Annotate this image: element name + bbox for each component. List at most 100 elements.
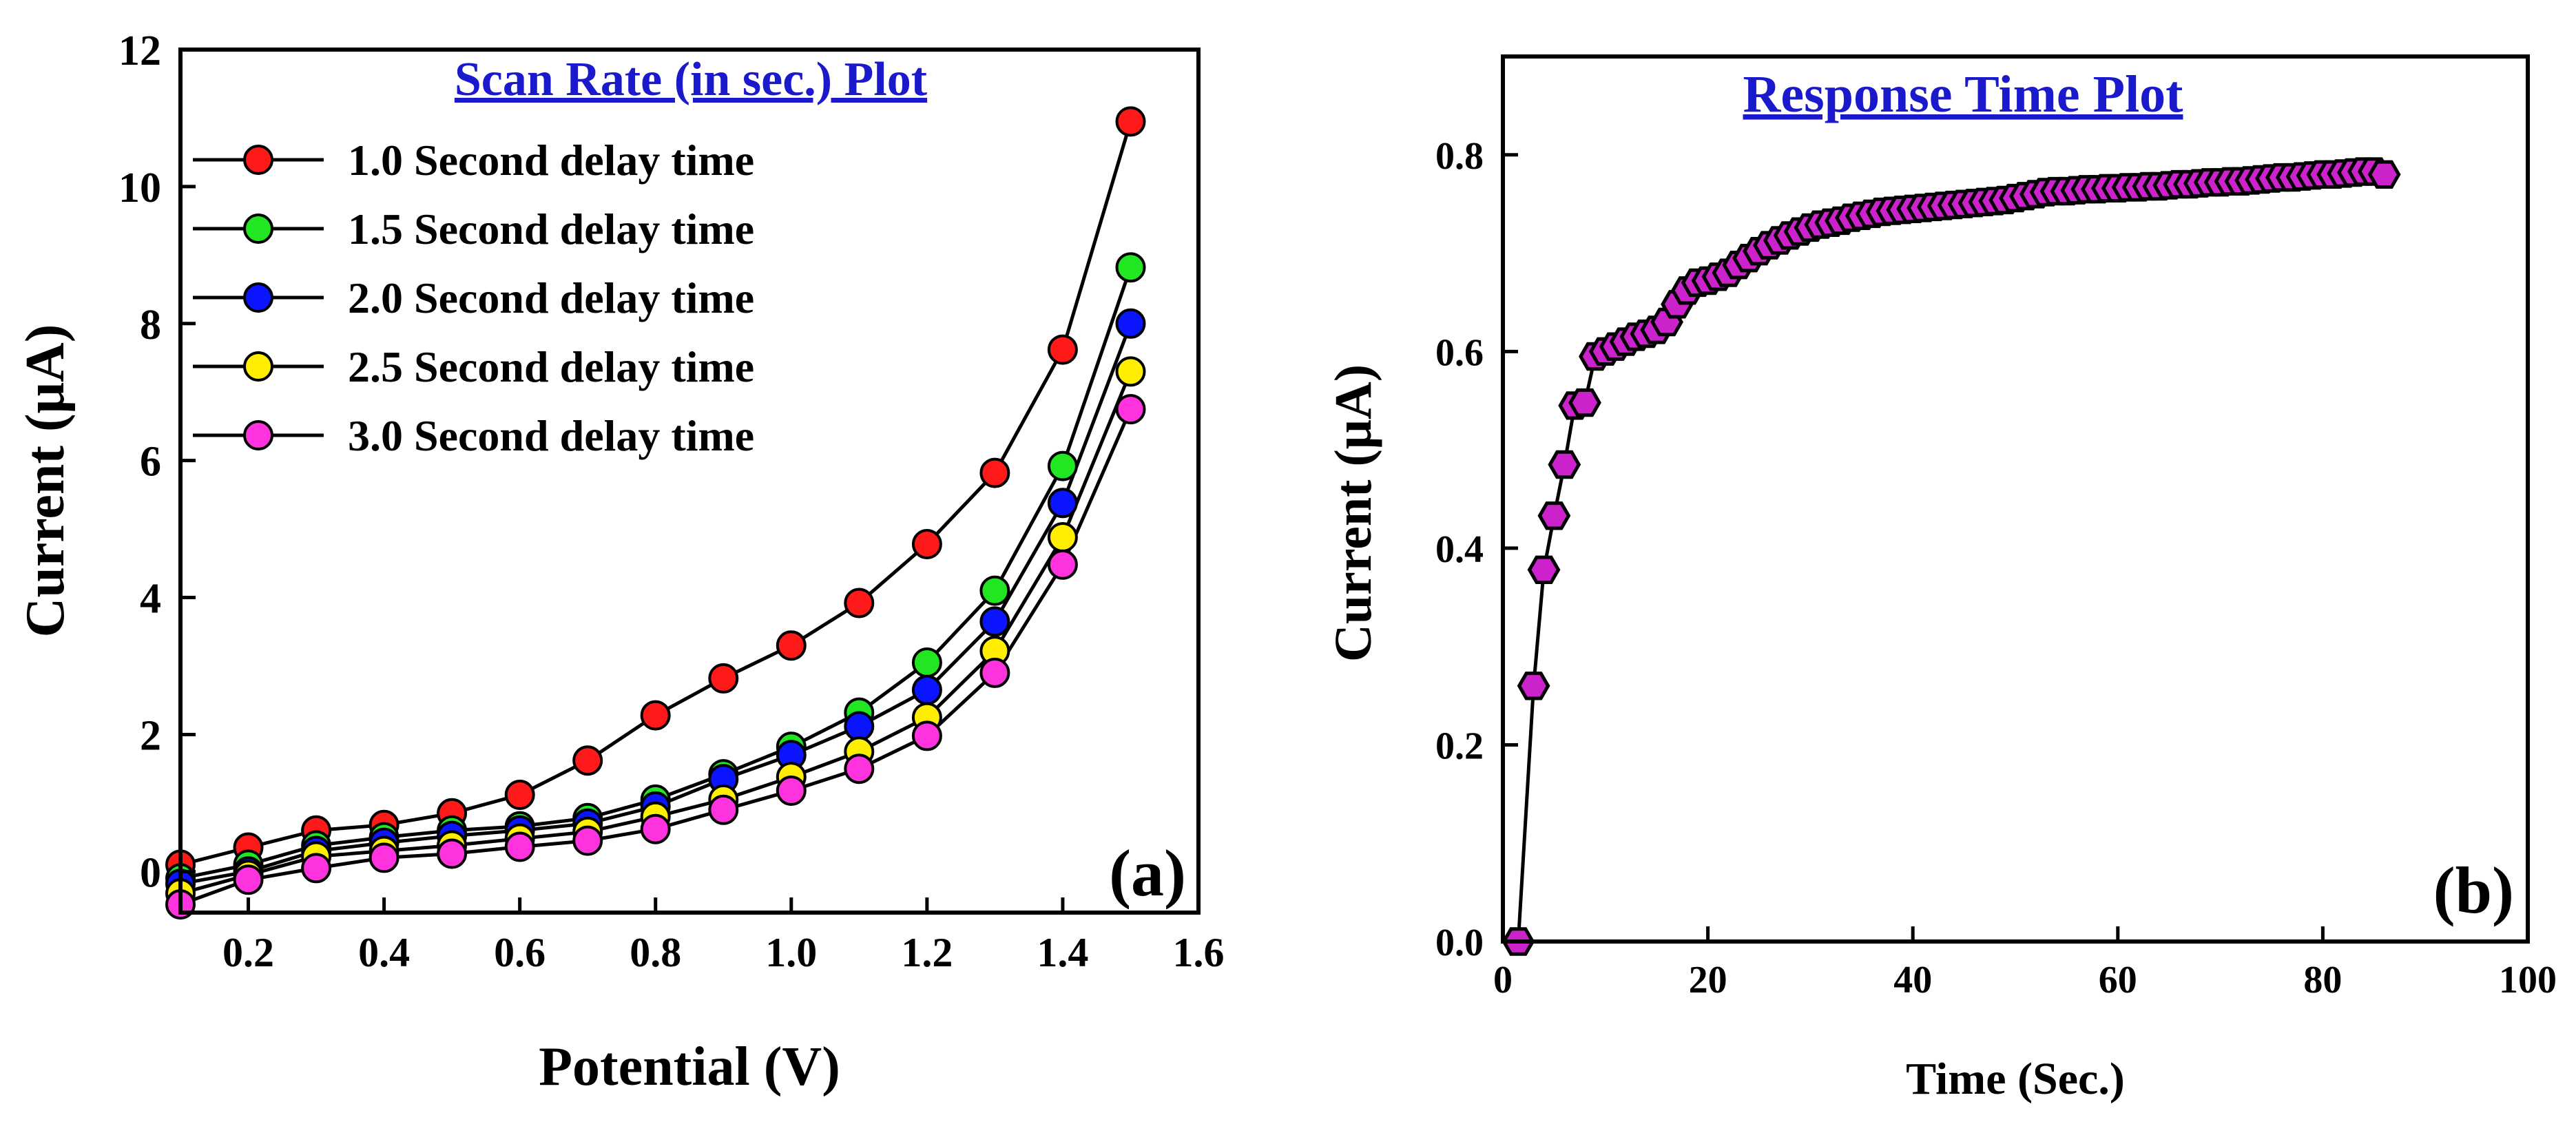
chart-a-x-ticks: 0.2 0.4 0.6 0.8 1.0 1.2 1.4 1.6 [222, 897, 1225, 975]
chart-b-panel-label: (b) [2433, 853, 2514, 927]
chart-a-y-tick-label: 0 [140, 849, 161, 896]
chart-b-point-2 [1517, 672, 1550, 700]
chart-a-x-tick-label: 0.4 [358, 930, 410, 975]
chart-a-point-s1-14 [1047, 334, 1078, 365]
chart-b-plot-frame [1501, 54, 2530, 944]
chart-a-point-s5-10 [776, 776, 807, 806]
chart-panel-a: 0.2 0.4 0.6 0.8 1.0 1.2 1.4 1.6 0 2 4 6 8 10 12 Scan … [15, 28, 1225, 1097]
chart-a-y-tick-label: 8 [140, 302, 161, 349]
chart-a-y-ticks: 0 2 4 6 8 10 12 [118, 28, 196, 896]
chart-a-x-tick-label: 0.6 [494, 930, 546, 975]
chart-a-point-s1-15 [1115, 106, 1146, 137]
chart-a-point-s5-14 [1047, 549, 1078, 580]
chart-a-point-s5-12 [911, 720, 942, 751]
chart-b-title: Response Time Plot [1743, 65, 2183, 123]
chart-b-y-tick-label: 0.4 [1435, 528, 1484, 571]
chart-a-point-s1-10 [776, 630, 807, 661]
chart-a-point-s3-15 [1115, 308, 1146, 339]
chart-b-y-tick-label: 0.2 [1435, 725, 1484, 767]
legend-marker-4 [243, 351, 273, 382]
chart-a-y-tick-label: 4 [140, 576, 161, 623]
chart-a-point-s3-13 [979, 606, 1010, 637]
chart-b-y-tick-label: 0.6 [1435, 331, 1484, 374]
chart-a-point-s2-15 [1115, 252, 1146, 283]
chart-a-x-tick-label: 0.2 [222, 930, 274, 975]
chart-panel-b: 0 20 40 60 80 100 0.0 0.2 0.4 0.6 0.8 Response Ti… [1325, 54, 2557, 1104]
chart-a-point-s3-11 [844, 711, 875, 742]
legend-label-2: 1.5 Second delay time [348, 205, 754, 253]
chart-a-point-s5-6 [504, 831, 535, 862]
chart-a-x-axis-label: Potential (V) [539, 1037, 840, 1097]
chart-b-x-tick-label: 100 [2499, 959, 2557, 1001]
chart-a-point-s1-9 [708, 663, 739, 694]
chart-a-point-s2-13 [979, 575, 1010, 606]
legend-marker-1 [243, 145, 273, 175]
chart-a-point-s5-11 [844, 753, 875, 784]
legend-marker-3 [243, 282, 273, 313]
chart-b-series-line [1516, 169, 2385, 942]
chart-b-point-5 [1548, 450, 1581, 479]
chart-a-point-s5-9 [708, 794, 739, 825]
chart-a-point-s5-15 [1115, 394, 1146, 425]
chart-b-y-tick-label: 0.8 [1435, 135, 1484, 178]
legend-label-5: 3.0 Second delay time [348, 411, 754, 460]
chart-b-y-ticks: 0.0 0.2 0.4 0.6 0.8 [1435, 135, 1518, 964]
legend-label-3: 2.0 Second delay time [348, 273, 754, 322]
chart-a-point-s5-4 [368, 842, 399, 873]
legend-marker-2 [243, 214, 273, 244]
chart-a-legend: 1.0 Second delay time 1.5 Second delay ti… [193, 136, 754, 460]
chart-b-x-ticks: 0 20 40 60 80 100 [1493, 926, 2557, 1001]
chart-b-response-line [1516, 169, 2385, 942]
chart-a-point-s3-14 [1047, 488, 1078, 519]
chart-b-x-tick-label: 40 [1893, 959, 1932, 1001]
chart-a-x-tick-label: 1.6 [1173, 930, 1225, 975]
chart-a-x-tick-label: 1.4 [1037, 930, 1088, 975]
chart-a-point-s1-6 [504, 780, 535, 810]
chart-a-point-s5-8 [640, 813, 671, 844]
chart-b-point-85 [2367, 160, 2401, 189]
chart-b-x-axis-label: Time (Sec.) [1906, 1054, 2125, 1104]
chart-a-y-tick-label: 2 [140, 712, 161, 759]
chart-b-x-tick-label: 80 [2303, 959, 2342, 1001]
chart-b-point-3 [1527, 555, 1561, 584]
chart-a-y-tick-label: 6 [140, 439, 161, 486]
legend-label-4: 2.5 Second delay time [348, 342, 754, 391]
chart-b-point-4 [1537, 501, 1571, 530]
chart-b-point-7 [1568, 388, 1601, 417]
chart-a-point-s1-13 [979, 457, 1010, 488]
chart-a-point-s1-8 [640, 700, 671, 731]
legend-label-1: 1.0 Second delay time [348, 136, 754, 185]
chart-a-x-tick-label: 1.2 [901, 930, 953, 975]
chart-a-point-s5-7 [572, 825, 603, 856]
chart-a-panel-label: (a) [1109, 836, 1186, 910]
chart-b-x-tick-label: 0 [1493, 959, 1513, 1001]
chart-b-x-tick-label: 60 [2099, 959, 2137, 1001]
chart-a-point-s5-5 [437, 838, 468, 869]
chart-b-points [1502, 157, 2401, 956]
chart-a-point-s2-14 [1047, 450, 1078, 481]
legend-marker-5 [243, 420, 273, 450]
chart-a-point-s5-13 [979, 657, 1010, 688]
chart-a-x-tick-label: 1.0 [765, 930, 817, 975]
chart-b-y-axis-label: Current (μA) [1325, 364, 1382, 662]
chart-a-point-s2-12 [911, 647, 942, 678]
chart-a-point-s1-7 [572, 745, 603, 776]
chart-b-x-tick-label: 20 [1689, 959, 1727, 1001]
chart-a-point-s4-15 [1115, 356, 1146, 387]
chart-a-point-s1-12 [911, 529, 942, 559]
chart-a-points [165, 106, 1146, 920]
chart-a-title: Scan Rate (in sec.) Plot [455, 53, 927, 106]
chart-b-y-tick-label: 0.0 [1435, 922, 1484, 964]
chart-a-point-s5-3 [301, 853, 332, 884]
chart-a-point-s1-11 [844, 588, 875, 619]
chart-a-point-s4-14 [1047, 522, 1078, 552]
chart-a-plot-frame [178, 48, 1201, 915]
chart-a-point-s3-12 [911, 674, 942, 705]
chart-a-y-tick-label: 10 [118, 165, 161, 211]
chart-a-x-tick-label: 0.8 [630, 930, 681, 975]
chart-a-point-s5-2 [233, 864, 264, 895]
chart-a-y-tick-label: 12 [118, 28, 161, 74]
chart-a-y-axis-label: Current (μA) [15, 324, 76, 638]
